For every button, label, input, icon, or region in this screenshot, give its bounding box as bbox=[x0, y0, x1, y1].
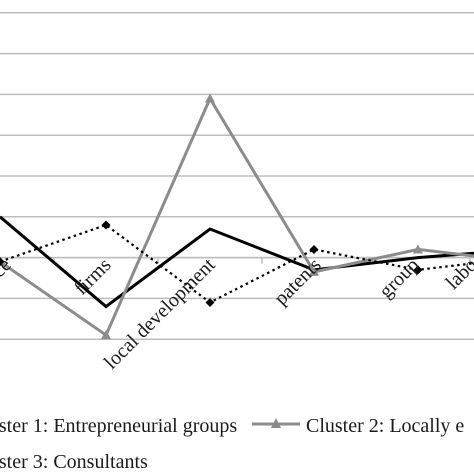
series-line-3 bbox=[0, 223, 474, 304]
point-s2-1 bbox=[101, 330, 111, 340]
point-s2-2 bbox=[205, 93, 215, 103]
legend-label-1: Cluster 1: Entrepreneurial groups bbox=[0, 415, 237, 437]
point-s3-4 bbox=[413, 265, 423, 275]
legend-label-2: Cluster 2: Locally e bbox=[306, 415, 464, 437]
series-line-2 bbox=[0, 95, 474, 338]
point-s2-4 bbox=[413, 244, 423, 254]
x-tick-label-1: firms bbox=[70, 254, 116, 300]
series-lines bbox=[0, 95, 474, 338]
legend: Cluster 1: Entrepreneurial groups Cluster… bbox=[0, 415, 464, 473]
series-line-1 bbox=[0, 215, 474, 309]
legend-label-3: Cluster 3: Consultants bbox=[0, 451, 148, 473]
point-s3-3 bbox=[309, 244, 319, 254]
point-s3-0 bbox=[0, 257, 5, 267]
legend-marker-2 bbox=[271, 418, 281, 428]
x-tick-label-2: local development bbox=[100, 254, 220, 374]
point-s3-2 bbox=[205, 297, 215, 307]
series-markers bbox=[0, 93, 423, 340]
point-s3-1 bbox=[101, 220, 111, 230]
x-tick-label-5: labo bbox=[442, 254, 474, 294]
gridlines bbox=[0, 12, 474, 340]
point-s2-3 bbox=[309, 266, 319, 276]
